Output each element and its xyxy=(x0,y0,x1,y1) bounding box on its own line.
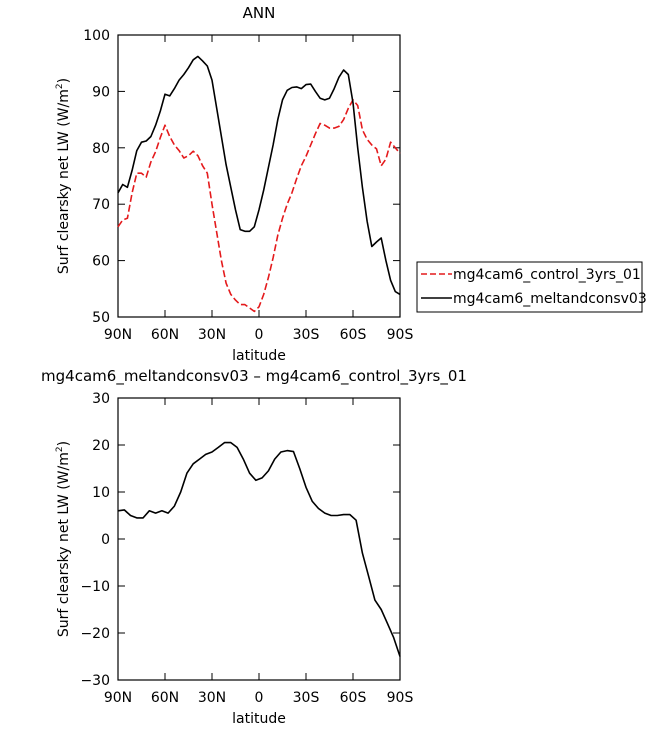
bottom-y-tick-label: −20 xyxy=(80,626,110,642)
top-x-tick-label: 0 xyxy=(255,327,264,343)
top-y-tick-label: 90 xyxy=(92,84,110,100)
bottom-x-tick-label: 60S xyxy=(340,690,367,706)
top-x-tick-label: 30N xyxy=(198,327,226,343)
bottom-y-tick-label: −10 xyxy=(80,579,110,595)
top-y-axis-label: Surf clearsky net LW (W/m2) xyxy=(55,78,72,274)
bottom-x-tick-label: 30S xyxy=(293,690,320,706)
bottom-x-tick-label: 60N xyxy=(151,690,179,706)
top-series-line-1 xyxy=(117,55,401,296)
top-panel: ANN 50 60 70 80 90 100 90N 60N 30N 0 30S 60S 90S la… xyxy=(55,4,413,364)
legend: mg4cam6_control_3yrs_01 mg4cam6_meltandc… xyxy=(416,261,647,313)
bottom-y-tick-label: 30 xyxy=(92,391,110,407)
top-y-tick-label: 60 xyxy=(92,254,110,270)
top-plot-frame xyxy=(117,34,401,318)
top-y-axis: 50 60 70 80 90 100 xyxy=(83,28,400,326)
top-x-axis: 90N 60N 30N 0 30S 60S 90S xyxy=(104,35,414,343)
legend-label-control: mg4cam6_control_3yrs_01 xyxy=(453,267,641,283)
top-y-tick-label: 100 xyxy=(83,28,110,44)
bottom-x-tick-label: 30N xyxy=(198,690,226,706)
top-y-tick-label: 80 xyxy=(92,141,110,157)
bottom-x-tick-label: 0 xyxy=(255,690,264,706)
bottom-panel: mg4cam6_meltandconsv03 – mg4cam6_control… xyxy=(41,367,467,727)
top-x-tick-label: 90N xyxy=(104,327,132,343)
top-y-tick-label: 70 xyxy=(92,197,110,213)
bottom-y-axis-label: Surf clearsky net LW (W/m2) xyxy=(55,441,72,637)
top-series-line-0 xyxy=(117,99,401,313)
top-x-tick-label: 90S xyxy=(387,327,414,343)
legend-label-meltandconsv: mg4cam6_meltandconsv03 xyxy=(453,291,647,307)
bottom-chart-title: mg4cam6_meltandconsv03 – mg4cam6_control… xyxy=(41,367,467,386)
bottom-series-line-0 xyxy=(117,441,401,657)
bottom-x-tick-label: 90S xyxy=(387,690,414,706)
top-x-tick-label: 30S xyxy=(293,327,320,343)
top-chart-title: ANN xyxy=(243,4,276,22)
top-x-tick-label: 60N xyxy=(151,327,179,343)
bottom-y-tick-label: 10 xyxy=(92,485,110,501)
bottom-series-lines xyxy=(117,441,401,657)
top-series-lines xyxy=(117,55,401,313)
bottom-x-tick-label: 90N xyxy=(104,690,132,706)
top-x-axis-label: latitude xyxy=(232,348,286,364)
top-x-tick-label: 60S xyxy=(340,327,367,343)
legend-box xyxy=(416,261,643,313)
bottom-y-tick-label: −30 xyxy=(80,673,110,689)
bottom-y-tick-label: 20 xyxy=(92,438,110,454)
bottom-plot-frame xyxy=(117,397,401,681)
bottom-x-axis: 90N 60N 30N 0 30S 60S 90S xyxy=(104,398,414,706)
top-y-tick-label: 50 xyxy=(92,310,110,326)
bottom-y-tick-label: 0 xyxy=(101,532,110,548)
bottom-y-axis: −30 −20 −10 0 10 20 30 xyxy=(80,391,400,689)
bottom-x-axis-label: latitude xyxy=(232,711,286,727)
